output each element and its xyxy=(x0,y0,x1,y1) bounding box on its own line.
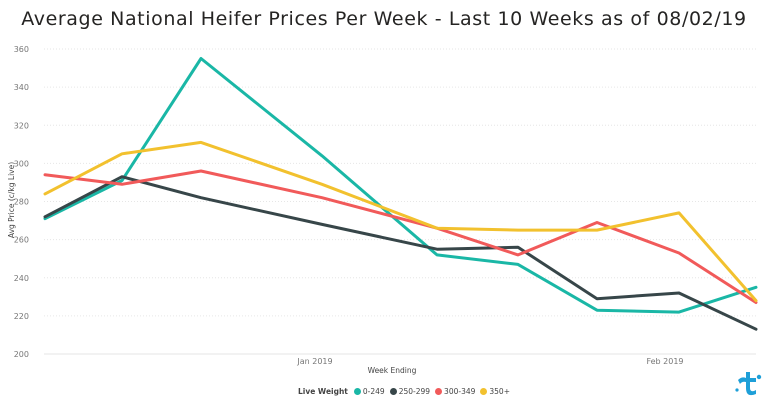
y-tick-label: 360 xyxy=(14,45,29,54)
legend-marker xyxy=(480,388,488,395)
chart-title: Average National Heifer Prices Per Week … xyxy=(21,8,747,30)
y-tick-label: 340 xyxy=(14,83,29,92)
series-line-250-299[interactable] xyxy=(43,175,758,331)
series-line-350+[interactable] xyxy=(43,140,758,303)
legend-marker xyxy=(389,388,397,395)
legend-title: Live Weight xyxy=(298,387,348,396)
y-tick-label: 240 xyxy=(14,274,29,283)
legend-marker xyxy=(353,388,361,395)
legend-label: 250-299 xyxy=(398,387,431,396)
y-tick-label: 220 xyxy=(14,312,29,321)
x-axis-ticks: Jan 2019 Feb 2019 xyxy=(296,357,683,366)
y-tick-label: 200 xyxy=(14,350,29,359)
x-tick-label: Feb 2019 xyxy=(646,357,683,366)
legend-item[interactable]: 350+ xyxy=(480,387,510,396)
x-tick-label: Jan 2019 xyxy=(296,357,332,366)
y-tick-label: 320 xyxy=(14,121,29,130)
legend-marker xyxy=(435,388,443,395)
legend-label: 0-249 xyxy=(362,387,385,396)
series-line-0-249[interactable] xyxy=(43,57,758,314)
legend-label: 300-349 xyxy=(444,387,476,396)
gridlines xyxy=(44,48,756,355)
legend-item[interactable]: 300-349 xyxy=(435,387,475,396)
y-tick-label: 280 xyxy=(14,198,29,207)
legend-label: 350+ xyxy=(489,387,510,396)
series-line-300-349[interactable] xyxy=(43,169,758,304)
x-axis-title: Week Ending xyxy=(368,366,417,375)
legend-item[interactable]: 0-249 xyxy=(353,387,385,396)
y-tick-label: 260 xyxy=(14,236,29,245)
logo-icon xyxy=(735,372,762,396)
y-tick-label: 300 xyxy=(14,159,29,168)
legend: Live Weight 0-249 250-299 300-349 350+ xyxy=(298,387,515,396)
series-lines xyxy=(43,57,758,331)
y-axis-title: Avg Price (c/kg Live) xyxy=(7,162,16,238)
y-axis-ticks: 200 220 240 260 280 300 320 340 360 xyxy=(14,45,29,359)
legend-item[interactable]: 250-299 xyxy=(389,387,431,396)
